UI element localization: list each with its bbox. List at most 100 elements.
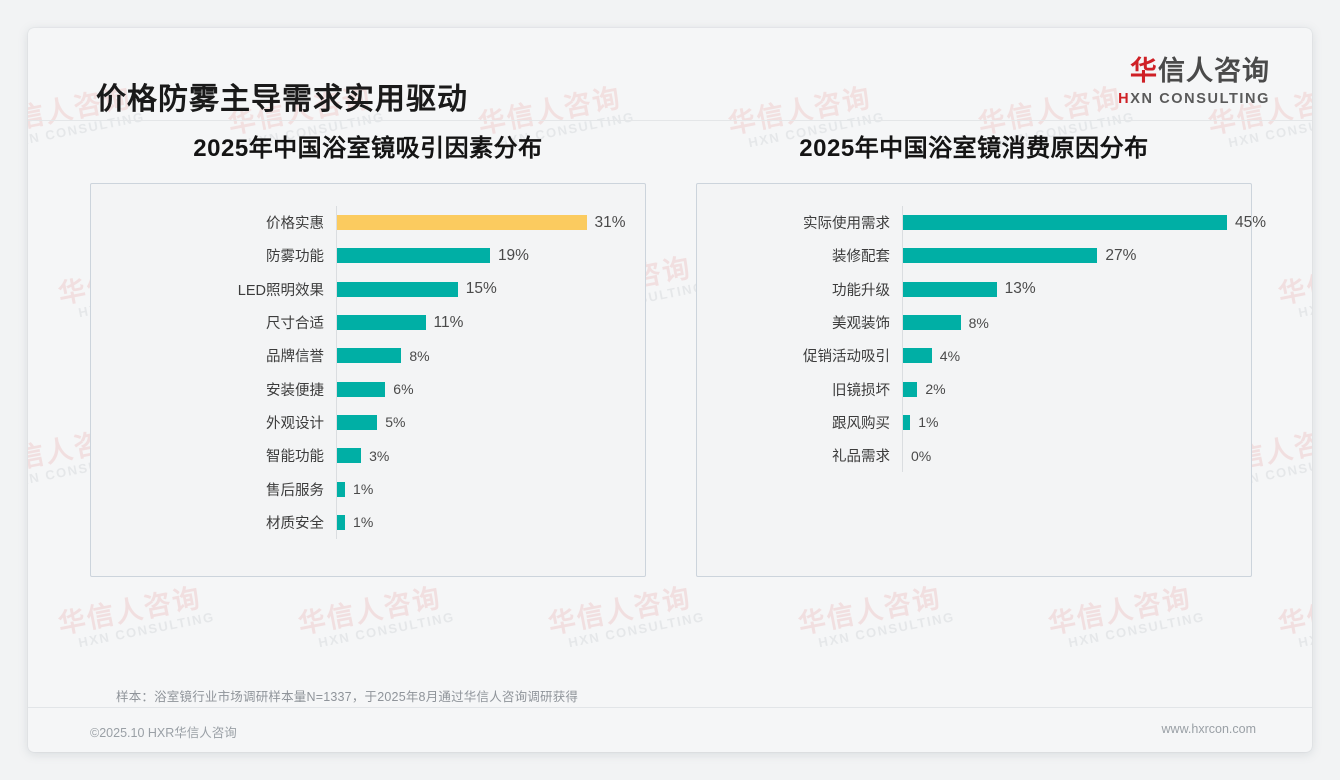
bar-track: 1% [336, 505, 645, 539]
category-label: 装修配套 [832, 249, 890, 266]
watermark-english: HXN CONSULTING [1297, 279, 1312, 321]
bar-track: 8% [902, 305, 1251, 340]
logo-chinese-text: 华信人咨询 [1118, 58, 1270, 85]
chart-title-right: 2025年中国浴室镜消费原因分布 [799, 135, 1149, 162]
bar[interactable] [337, 248, 490, 264]
chart-row: 售后服务 1% [91, 472, 645, 506]
slide-header: 价格防雾主导需求实用驱动 华信人咨询 HXN CONSULTING [28, 28, 1312, 121]
slide-footer: ©2025.10 HXR华信人咨询 www.hxrcon.com [28, 708, 1312, 752]
page-title: 价格防雾主导需求实用驱动 [96, 83, 468, 116]
bar-track: 27% [902, 239, 1251, 273]
chart-row: 装修配套 27% [697, 239, 1251, 273]
chart-row: 礼品需求 0% [697, 439, 1251, 473]
chart-row: 旧镜损坏 2% [697, 372, 1251, 406]
bar[interactable] [903, 414, 911, 430]
watermark-chinese: 华信人咨询 [1275, 252, 1312, 310]
watermark-chinese: 华信人咨询 [795, 582, 944, 640]
bar[interactable] [903, 315, 961, 331]
bar[interactable] [337, 348, 402, 364]
bar-value-label: 5% [385, 414, 406, 431]
chart-row: 材质安全 1% [91, 505, 645, 539]
watermark-chinese: 华信人咨询 [295, 582, 444, 640]
watermark-english: HXN CONSULTING [1067, 609, 1206, 651]
chart-title-left: 2025年中国浴室镜吸引因素分布 [193, 135, 543, 162]
bar[interactable] [903, 215, 1227, 231]
bar-track: 1% [902, 405, 1251, 440]
bar[interactable] [337, 514, 346, 530]
bar-value-label: 13% [1004, 280, 1036, 298]
chart-plot-left: 价格实惠 31% 防雾功能 19% LED照明效果 15% 尺寸合适 11% 品牌信誉 8% 安装便… [91, 206, 645, 558]
category-label: 跟风购买 [832, 415, 890, 432]
bar[interactable] [903, 248, 1098, 264]
bar[interactable] [903, 281, 997, 297]
category-label: 价格实惠 [266, 216, 324, 233]
category-label: 智能功能 [266, 449, 324, 466]
bar-value-label: 15% [465, 280, 497, 298]
category-label: 美观装饰 [832, 316, 890, 333]
header-divider [28, 120, 1312, 121]
bar-track: 11% [336, 305, 645, 340]
copyright-text: ©2025.10 HXR华信人咨询 [90, 726, 237, 740]
chart-row: 尺寸合适 11% [91, 305, 645, 340]
watermark-english: HXN CONSULTING [1297, 609, 1312, 651]
bar-track: 4% [902, 339, 1251, 373]
bar-value-label: 45% [1235, 213, 1267, 231]
watermark-english: HXN CONSULTING [567, 609, 706, 651]
bar[interactable] [337, 448, 362, 464]
bar-value-label: 6% [393, 381, 414, 398]
chart-row: 功能升级 13% [697, 272, 1251, 306]
bar[interactable] [337, 481, 346, 497]
bar[interactable] [903, 381, 918, 397]
bar-value-label: 3% [369, 447, 390, 464]
logo-en-rest: XN CONSULTING [1130, 91, 1270, 107]
bar-track: 31% [336, 206, 645, 240]
chart-row: 美观装饰 8% [697, 305, 1251, 340]
bar-track: 5% [336, 405, 645, 440]
category-label: 品牌信誉 [266, 349, 324, 366]
bar-value-label: 2% [925, 381, 946, 398]
website-link[interactable]: www.hxrcon.com [1161, 722, 1256, 736]
bar-value-label: 19% [497, 246, 529, 264]
watermark-chinese: 华信人咨询 [1045, 582, 1194, 640]
watermark-chinese: 华信人咨询 [1275, 582, 1312, 640]
bar-value-label: 0% [911, 447, 932, 464]
bar-track: 8% [336, 339, 645, 373]
category-label: 尺寸合适 [266, 316, 324, 333]
bar-value-label: 8% [968, 314, 989, 331]
bar-value-label: 1% [918, 414, 939, 431]
chart-row: 促销活动吸引 4% [697, 339, 1251, 373]
category-label: 实际使用需求 [803, 216, 890, 233]
category-label: 促销活动吸引 [803, 349, 890, 366]
bar[interactable] [337, 381, 386, 397]
bar-track: 19% [336, 239, 645, 273]
category-label: LED照明效果 [237, 282, 324, 299]
bar-track: 13% [902, 272, 1251, 306]
bar[interactable] [337, 315, 426, 331]
bar-track: 0% [902, 439, 1251, 473]
bar-track: 1% [336, 472, 645, 506]
logo-cn-rest: 信人咨询 [1158, 56, 1270, 86]
bar-track: 45% [902, 206, 1267, 240]
chart-block-attraction-factors: 2025年中国浴室镜吸引因素分布 价格实惠 31% 防雾功能 19% LED照明效果 15… [90, 128, 646, 577]
bar-track: 15% [336, 272, 645, 306]
bar[interactable] [337, 281, 458, 297]
slide: 华信人咨询 HXN CONSULTING 华信人咨询 HXN CONSULTING 华信… [28, 28, 1312, 752]
chart-card-right: 实际使用需求 45% 装修配套 27% 功能升级 13% 美观装饰 8% 促销活动吸引 4% 旧镜损… [696, 183, 1266, 577]
chart-row: LED照明效果 15% [91, 272, 645, 306]
bar-value-label: 1% [353, 481, 374, 498]
category-label: 防雾功能 [266, 249, 324, 266]
bar[interactable] [337, 414, 378, 430]
bar[interactable] [903, 348, 932, 364]
bar-value-label: 11% [433, 313, 464, 331]
category-label: 材质安全 [266, 515, 324, 532]
logo-english-text: HXN CONSULTING [1118, 92, 1270, 107]
chart-row: 实际使用需求 45% [697, 206, 1266, 240]
chart-row: 安装便捷 6% [91, 372, 645, 406]
bar[interactable] [337, 215, 587, 231]
bar-value-label: 31% [594, 213, 626, 231]
source-footnote: 样本：浴室镜行业市场调研样本量N=1337，于2025年8月通过华信人咨询调研获… [116, 690, 579, 704]
